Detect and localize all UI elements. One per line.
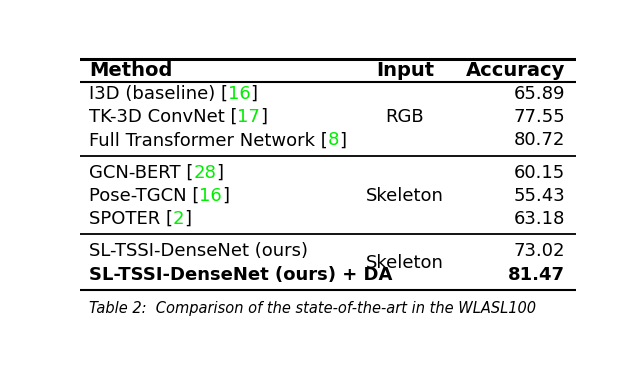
Text: 80.72: 80.72 <box>514 131 565 149</box>
Text: Skeleton: Skeleton <box>366 254 444 272</box>
Text: 77.55: 77.55 <box>513 108 565 126</box>
Text: Skeleton: Skeleton <box>366 187 444 205</box>
Text: ]: ] <box>216 164 223 181</box>
Text: 73.02: 73.02 <box>513 242 565 261</box>
Text: SL-TSSI-DenseNet (ours) + DA: SL-TSSI-DenseNet (ours) + DA <box>89 266 392 284</box>
Text: Input: Input <box>376 61 434 80</box>
Text: Pose-TGCN [: Pose-TGCN [ <box>89 187 199 205</box>
Text: 2: 2 <box>173 210 184 228</box>
Text: Table 2:  Comparison of the state-of-the-art in the WLASL100: Table 2: Comparison of the state-of-the-… <box>89 301 536 317</box>
Text: GCN-BERT [: GCN-BERT [ <box>89 164 193 181</box>
Text: ]: ] <box>251 85 258 103</box>
Text: ]: ] <box>184 210 191 228</box>
Text: ]: ] <box>222 187 229 205</box>
Text: ]: ] <box>339 131 346 149</box>
Text: 16: 16 <box>199 187 222 205</box>
Text: I3D (baseline) [: I3D (baseline) [ <box>89 85 228 103</box>
Text: 63.18: 63.18 <box>514 210 565 228</box>
Text: 55.43: 55.43 <box>513 187 565 205</box>
Text: TK-3D ConvNet [: TK-3D ConvNet [ <box>89 108 237 126</box>
Text: Full Transformer Network [: Full Transformer Network [ <box>89 131 328 149</box>
Text: ]: ] <box>260 108 268 126</box>
Text: Method: Method <box>89 61 172 80</box>
Text: 16: 16 <box>228 85 251 103</box>
Text: RGB: RGB <box>385 108 424 126</box>
Text: SPOTER [: SPOTER [ <box>89 210 173 228</box>
Text: 81.47: 81.47 <box>508 266 565 284</box>
Text: SL-TSSI-DenseNet (ours): SL-TSSI-DenseNet (ours) <box>89 242 308 261</box>
Text: 28: 28 <box>193 164 216 181</box>
Text: 60.15: 60.15 <box>514 164 565 181</box>
Text: 17: 17 <box>237 108 260 126</box>
Text: 65.89: 65.89 <box>513 85 565 103</box>
Text: 8: 8 <box>328 131 339 149</box>
Text: Accuracy: Accuracy <box>466 61 565 80</box>
